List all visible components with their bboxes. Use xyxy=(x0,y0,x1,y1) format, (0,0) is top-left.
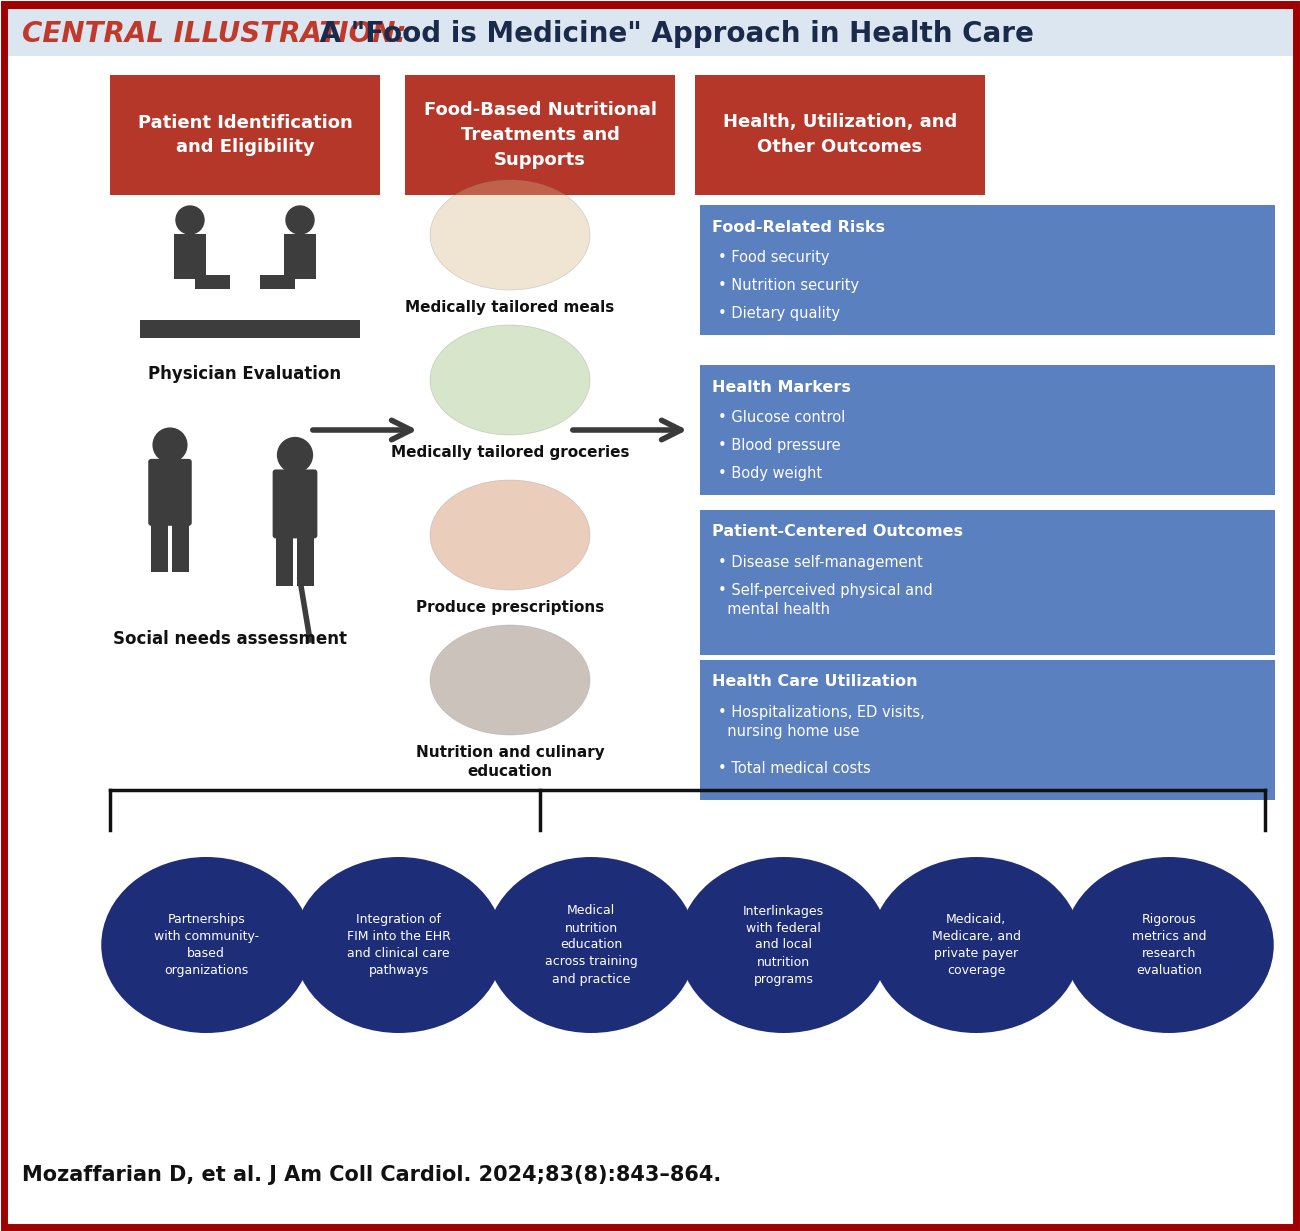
Bar xyxy=(4,4,1296,55)
Ellipse shape xyxy=(430,625,590,735)
Text: Medically tailored meals: Medically tailored meals xyxy=(406,300,615,315)
Bar xyxy=(4,4,1296,9)
Text: • Body weight: • Body weight xyxy=(718,467,822,481)
Circle shape xyxy=(286,206,315,234)
Text: Medicaid,
Medicare, and
private payer
coverage: Medicaid, Medicare, and private payer co… xyxy=(932,913,1020,977)
Bar xyxy=(296,533,315,586)
Bar xyxy=(699,206,1275,335)
Text: • Blood pressure: • Blood pressure xyxy=(718,438,841,453)
Bar xyxy=(699,660,1275,800)
Bar xyxy=(174,234,205,279)
Text: A "Food is Medicine" Approach in Health Care: A "Food is Medicine" Approach in Health … xyxy=(309,20,1034,48)
Ellipse shape xyxy=(679,857,889,1033)
Text: Partnerships
with community-
based
organizations: Partnerships with community- based organ… xyxy=(153,913,259,977)
Ellipse shape xyxy=(430,180,590,291)
Bar xyxy=(406,75,675,194)
Bar xyxy=(283,234,316,279)
Text: Health, Utilization, and
Other Outcomes: Health, Utilization, and Other Outcomes xyxy=(723,113,957,156)
Bar xyxy=(111,75,380,194)
Text: Interlinkages
with federal
and local
nutrition
programs: Interlinkages with federal and local nut… xyxy=(744,905,824,986)
Text: • Hospitalizations, ED visits,
  nursing home use: • Hospitalizations, ED visits, nursing h… xyxy=(718,705,924,739)
FancyBboxPatch shape xyxy=(273,469,317,538)
FancyBboxPatch shape xyxy=(148,459,192,526)
Text: Physician Evaluation: Physician Evaluation xyxy=(148,366,342,383)
Text: Health Care Utilization: Health Care Utilization xyxy=(712,675,918,689)
Bar xyxy=(140,320,360,339)
Text: • Self-perceived physical and
  mental health: • Self-perceived physical and mental hea… xyxy=(718,583,933,617)
Text: • Dietary quality: • Dietary quality xyxy=(718,307,840,321)
Circle shape xyxy=(153,428,187,462)
Bar xyxy=(151,519,168,571)
Text: • Food security: • Food security xyxy=(718,250,829,265)
Text: Patient Identification
and Eligibility: Patient Identification and Eligibility xyxy=(138,113,352,156)
Text: • Glucose control: • Glucose control xyxy=(718,410,845,425)
Ellipse shape xyxy=(1063,857,1274,1033)
Text: • Total medical costs: • Total medical costs xyxy=(718,761,871,776)
Text: Social needs assessment: Social needs assessment xyxy=(113,630,347,648)
Bar xyxy=(172,519,188,571)
Text: Produce prescriptions: Produce prescriptions xyxy=(416,599,604,616)
Text: CENTRAL ILLUSTRATION:: CENTRAL ILLUSTRATION: xyxy=(22,20,407,48)
Text: • Disease self-management: • Disease self-management xyxy=(718,555,923,570)
Text: Food-Related Risks: Food-Related Risks xyxy=(712,219,885,234)
Text: Nutrition and culinary
education: Nutrition and culinary education xyxy=(416,745,604,778)
Text: Medical
nutrition
education
across training
and practice: Medical nutrition education across train… xyxy=(545,905,637,986)
Circle shape xyxy=(278,437,312,473)
Ellipse shape xyxy=(294,857,504,1033)
Text: Mozaffarian D, et al. J Am Coll Cardiol. 2024;83(8):843–864.: Mozaffarian D, et al. J Am Coll Cardiol.… xyxy=(22,1165,722,1185)
Circle shape xyxy=(176,206,204,234)
Bar xyxy=(699,366,1275,495)
Text: Rigorous
metrics and
research
evaluation: Rigorous metrics and research evaluation xyxy=(1131,913,1206,977)
Text: Integration of
FIM into the EHR
and clinical care
pathways: Integration of FIM into the EHR and clin… xyxy=(347,913,451,977)
Bar xyxy=(260,275,295,289)
Text: Food-Based Nutritional
Treatments and
Supports: Food-Based Nutritional Treatments and Su… xyxy=(424,101,656,169)
Bar xyxy=(699,510,1275,655)
Text: Patient-Centered Outcomes: Patient-Centered Outcomes xyxy=(712,524,963,539)
Ellipse shape xyxy=(430,325,590,435)
Bar xyxy=(195,275,230,289)
Ellipse shape xyxy=(871,857,1082,1033)
Text: • Nutrition security: • Nutrition security xyxy=(718,278,859,293)
Text: Health Markers: Health Markers xyxy=(712,379,852,394)
Bar xyxy=(696,75,985,194)
Bar xyxy=(276,533,292,586)
Ellipse shape xyxy=(430,480,590,590)
Ellipse shape xyxy=(101,857,311,1033)
Ellipse shape xyxy=(486,857,697,1033)
Text: Medically tailored groceries: Medically tailored groceries xyxy=(391,444,629,460)
